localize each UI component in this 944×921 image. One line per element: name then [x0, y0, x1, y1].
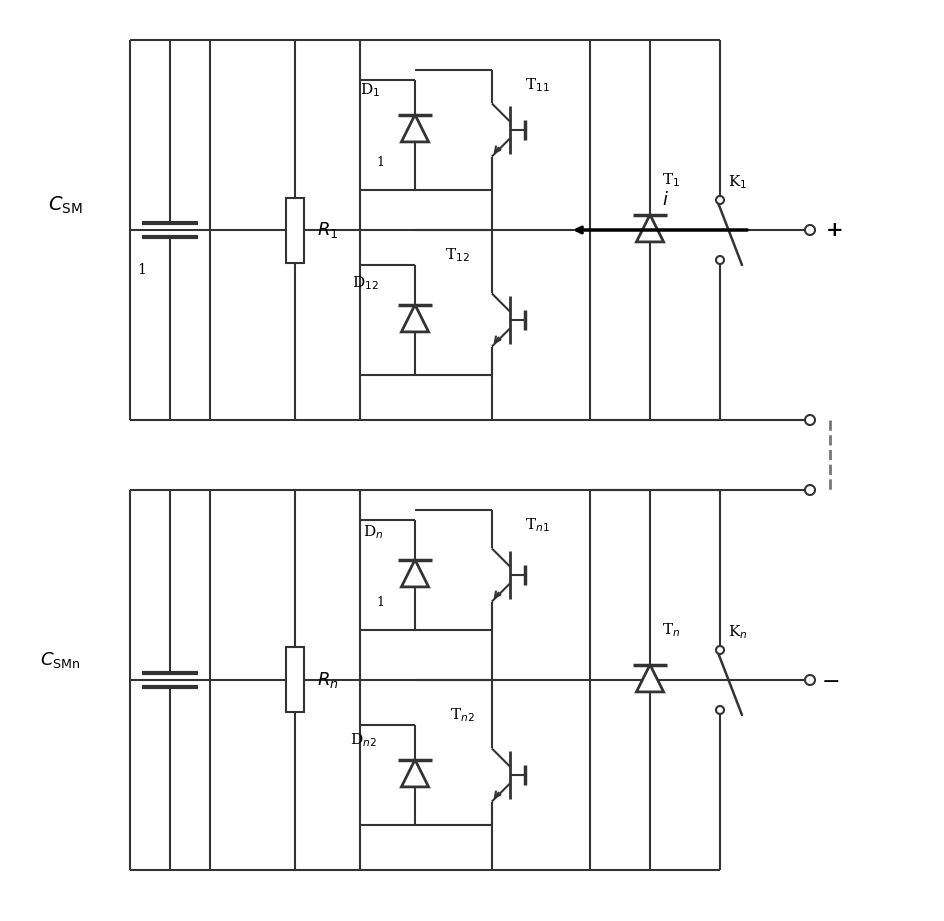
Text: T$_1$: T$_1$	[662, 171, 680, 189]
Polygon shape	[401, 760, 429, 787]
Text: D$_1$: D$_1$	[360, 81, 379, 99]
Circle shape	[804, 415, 814, 425]
Text: K$_1$: K$_1$	[727, 173, 747, 191]
Text: +: +	[825, 220, 843, 240]
Circle shape	[716, 196, 723, 204]
Polygon shape	[635, 665, 663, 692]
Text: D$_n$: D$_n$	[362, 523, 383, 541]
Circle shape	[716, 646, 723, 654]
Polygon shape	[401, 115, 429, 142]
Text: T$_{12}$: T$_{12}$	[445, 246, 469, 263]
Polygon shape	[401, 305, 429, 332]
Bar	[286, 647, 304, 713]
Circle shape	[716, 256, 723, 264]
Text: D$_{n2}$: D$_{n2}$	[349, 731, 376, 749]
Text: $R_n$: $R_n$	[316, 670, 338, 690]
Polygon shape	[635, 215, 663, 242]
Text: 1: 1	[376, 156, 383, 169]
Polygon shape	[401, 560, 429, 587]
Text: 1: 1	[138, 263, 146, 277]
Circle shape	[804, 225, 814, 235]
Text: $i$: $i$	[661, 191, 667, 209]
Text: $C_{\rm SMn}$: $C_{\rm SMn}$	[40, 650, 80, 670]
Circle shape	[804, 675, 814, 685]
Text: T$_{n1}$: T$_{n1}$	[525, 516, 549, 534]
Text: K$_n$: K$_n$	[727, 624, 747, 641]
Text: $-$: $-$	[820, 669, 838, 691]
Text: D$_{12}$: D$_{12}$	[351, 274, 378, 292]
Text: $C_{\rm SM}$: $C_{\rm SM}$	[47, 194, 82, 216]
Bar	[286, 197, 304, 262]
Text: $R_1$: $R_1$	[316, 220, 338, 240]
Text: T$_{n2}$: T$_{n2}$	[449, 706, 474, 724]
Text: T$_n$: T$_n$	[662, 621, 680, 639]
Circle shape	[716, 706, 723, 714]
Text: T$_{11}$: T$_{11}$	[525, 76, 549, 94]
Text: 1: 1	[376, 596, 383, 609]
Circle shape	[804, 485, 814, 495]
